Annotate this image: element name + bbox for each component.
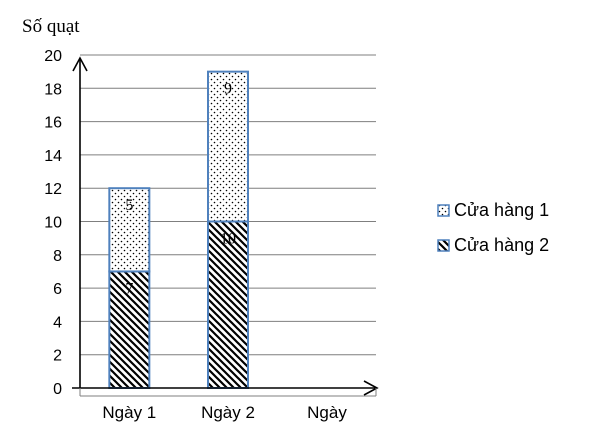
- x-axis-frame: [79, 388, 377, 397]
- x-tick-labels: Ngày 1 Ngày 2: [102, 403, 255, 422]
- y-tick-label: 12: [44, 181, 62, 198]
- legend: Cửa hàng 1 Cửa hàng 2: [437, 200, 549, 255]
- bar-segment: [207, 70, 249, 223]
- x-axis-arrow-icon: [363, 380, 379, 396]
- data-label: 7: [125, 280, 133, 297]
- y-tick-label: 18: [44, 81, 62, 98]
- y-tick-label: 6: [53, 281, 62, 298]
- x-tick-label: Ngày 2: [201, 403, 255, 422]
- y-tick-label: 2: [53, 348, 62, 365]
- data-label: 10: [220, 231, 236, 248]
- y-tick-label: 4: [53, 314, 62, 331]
- y-axis-title: Số quạt: [22, 16, 80, 37]
- y-tick-label: 0: [53, 381, 62, 398]
- x-tick-label: Ngày 1: [102, 403, 156, 422]
- legend-swatch: [437, 239, 450, 252]
- y-tick-label: 16: [44, 115, 62, 132]
- data-labels: 7 5 10 9: [125, 81, 236, 298]
- y-tick-label: 8: [53, 248, 62, 265]
- legend-label: Cửa hàng 1: [454, 200, 549, 220]
- y-tick-labels: 0 2 4 6 8 10 12 14 16 18 20: [44, 48, 62, 398]
- data-label: 9: [224, 81, 232, 98]
- y-tick-label: 14: [44, 148, 62, 165]
- axes: [72, 56, 379, 396]
- y-tick-label: 20: [44, 48, 62, 65]
- y-axis-arrow-icon: [72, 56, 88, 72]
- x-axis-title: Ngày: [307, 403, 347, 422]
- legend-label: Cửa hàng 2: [454, 235, 549, 255]
- bar-segment: [108, 187, 151, 273]
- legend-swatch: [437, 204, 450, 217]
- data-label: 5: [125, 197, 133, 214]
- y-tick-label: 10: [44, 215, 62, 232]
